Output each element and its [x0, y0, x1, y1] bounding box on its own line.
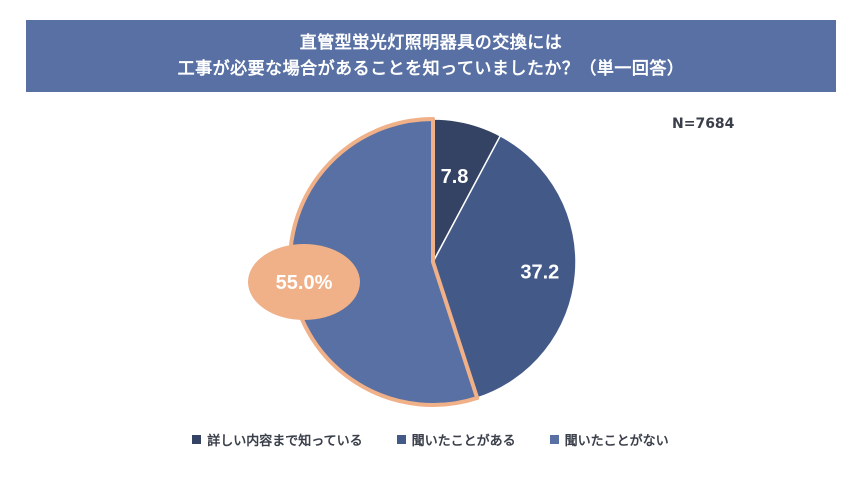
pie-slice-2	[432, 134, 577, 399]
legend-label: 聞いたことがない	[564, 434, 669, 449]
legend-item-heard: 聞いたことがある	[396, 430, 516, 449]
legend-item-not-heard: 聞いたことがない	[549, 430, 669, 449]
legend-swatch	[396, 435, 406, 444]
legend-label: 聞いたことがある	[411, 434, 516, 449]
chart-legend: 詳しい内容まで知っている 聞いたことがある 聞いたことがない	[0, 430, 861, 449]
data-label-slice-1: 7.8	[441, 166, 469, 188]
chart-title-line-1: 直管型蛍光灯照明器具の交換には	[299, 33, 563, 53]
chart-title-line-2: 工事が必要な場合があることを知っていましたか？（単一回答）	[177, 59, 685, 79]
legend-item-detailed: 詳しい内容まで知っている	[192, 430, 363, 449]
chart-title-bar: 直管型蛍光灯照明器具の交換には 工事が必要な場合があることを知っていましたか？（…	[26, 20, 836, 92]
data-label-slice-2: 37.2	[520, 261, 559, 283]
data-label-slice-3: 55.0%	[276, 272, 333, 294]
legend-swatch	[192, 435, 202, 444]
callout-ellipse	[248, 244, 360, 320]
legend-swatch	[549, 435, 559, 444]
legend-label: 詳しい内容まで知っている	[207, 434, 363, 449]
sample-size-label: N=7684	[672, 116, 735, 132]
